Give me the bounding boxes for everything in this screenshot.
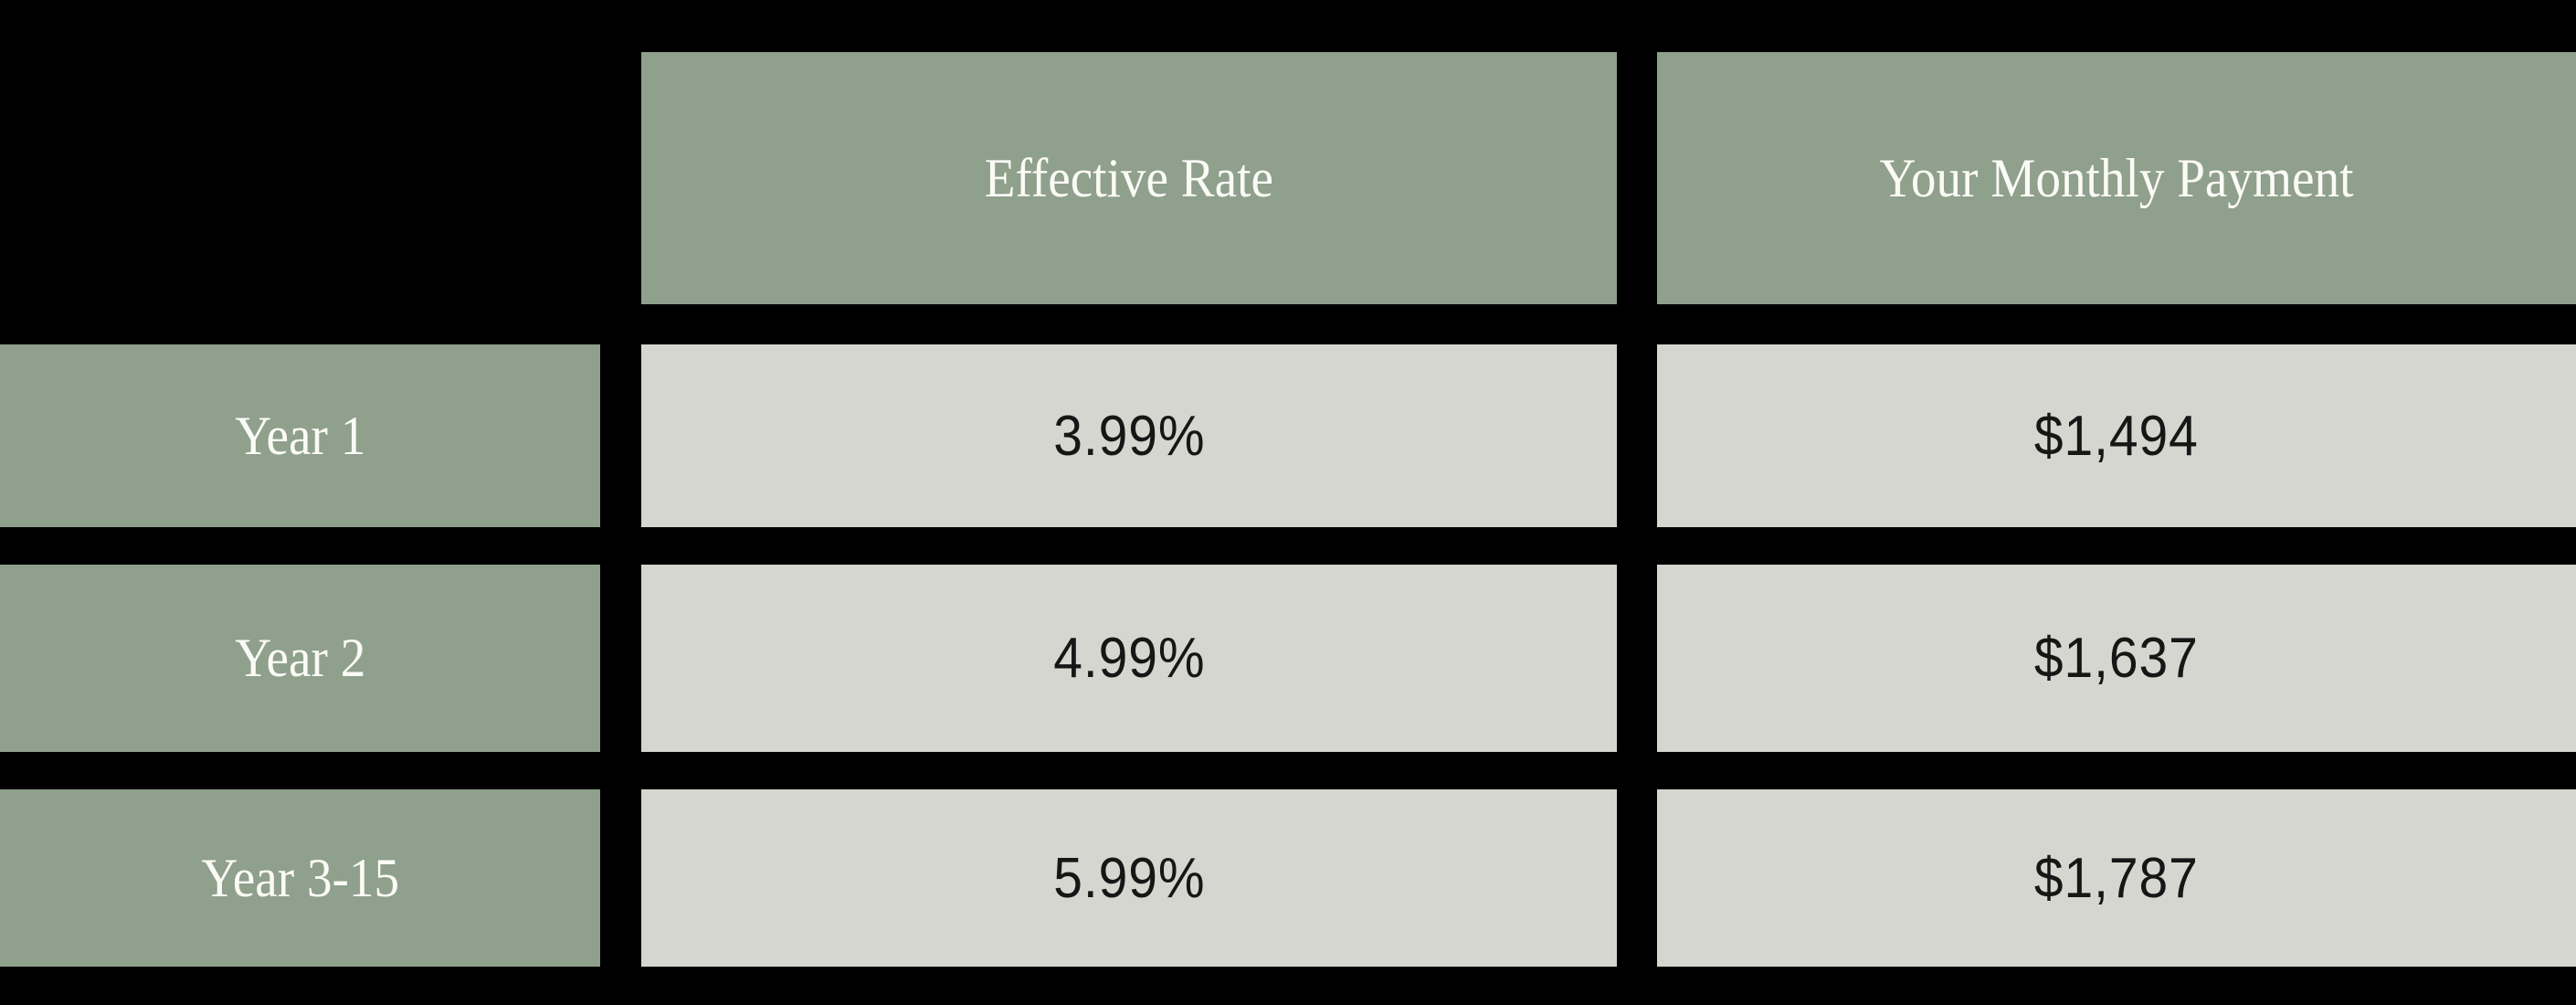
cell-year-1-effective-rate-text: 3.99% [1052, 404, 1206, 468]
row-label-year-3-15: Year 3-15 [0, 789, 600, 967]
cell-year-1-effective-rate: 3.99% [641, 344, 1617, 527]
cell-year-3-15-effective-rate: 5.99% [641, 789, 1617, 967]
cell-year-2-monthly-payment: $1,637 [1657, 565, 2576, 752]
row-label-year-3-15-text: Year 3-15 [201, 847, 399, 908]
cell-year-2-effective-rate: 4.99% [641, 565, 1617, 752]
row-label-year-2: Year 2 [0, 565, 600, 752]
header-cell-effective-rate: Effective Rate [641, 52, 1617, 304]
header-cell-monthly-payment-text: Your Monthly Payment [1879, 147, 2354, 208]
header-cell-monthly-payment: Your Monthly Payment [1657, 52, 2576, 304]
row-label-year-2-text: Year 2 [234, 628, 366, 688]
cell-year-3-15-monthly-payment-text: $1,787 [2033, 846, 2199, 910]
cell-year-2-effective-rate-text: 4.99% [1052, 627, 1206, 690]
cell-year-1-monthly-payment-text: $1,494 [2033, 404, 2199, 468]
cell-year-3-15-monthly-payment: $1,787 [1657, 789, 2576, 967]
cell-year-1-monthly-payment: $1,494 [1657, 344, 2576, 527]
cell-year-2-monthly-payment-text: $1,637 [2033, 627, 2199, 690]
header-cell-effective-rate-text: Effective Rate [984, 147, 1274, 208]
cell-year-3-15-effective-rate-text: 5.99% [1052, 846, 1206, 910]
row-label-year-1-text: Year 1 [234, 405, 366, 466]
row-label-year-1: Year 1 [0, 344, 600, 527]
